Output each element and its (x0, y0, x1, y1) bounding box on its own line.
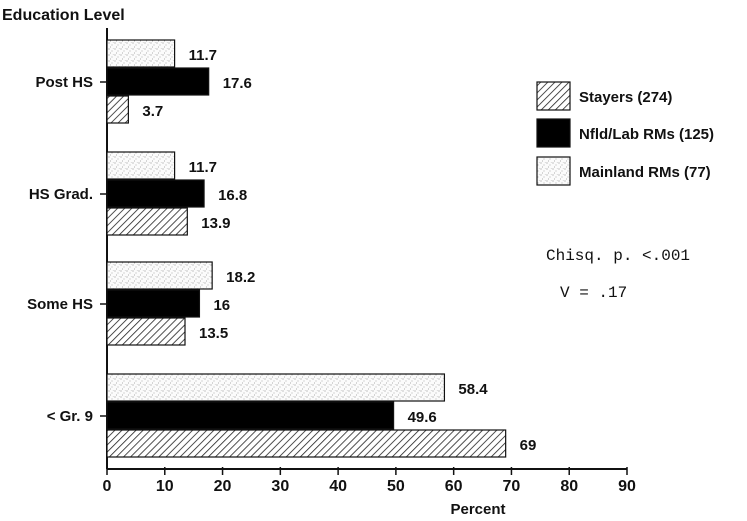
bar-mainland-rms-77-post-hs (106, 39, 176, 68)
bar-stayers-274-some-hs (106, 317, 186, 346)
x-tick-label-80: 80 (560, 478, 578, 495)
value-label-mainland-rms-77-post-hs: 11.7 (189, 47, 217, 64)
legend-swatch-mainland-rms-77 (536, 156, 571, 186)
bar-stayers-274-post-hs (106, 95, 129, 124)
bar-nfld-lab-rms-125-gr-9 (106, 401, 395, 430)
x-tick-label-70: 70 (503, 478, 521, 495)
bar-stayers-274-gr-9 (106, 429, 507, 458)
axes: 0 10 20 30 40 50 60 70 80 90 Post HS HS Grad. Some H… (27, 28, 636, 495)
legend-label-nfld-lab-rms-125: Nfld/Lab RMs (125) (579, 126, 714, 143)
bar-stayers-274-hs-grad (106, 207, 188, 236)
legend-label-stayers-274: Stayers (274) (579, 89, 672, 106)
x-tick-label-20: 20 (214, 478, 232, 495)
value-label-stayers-274-hs-grad: 13.9 (201, 215, 230, 232)
value-label-mainland-rms-77-some-hs: 18.2 (226, 269, 255, 286)
value-label-nfld-lab-rms-125-hs-grad: 16.8 (218, 187, 247, 204)
y-axis-title: Education Level (2, 7, 125, 24)
annotations: Chisq. p. <.001 V = .17 (546, 247, 690, 302)
x-tick-label-40: 40 (329, 478, 347, 495)
legend-swatch-nfld-lab-rms-125 (536, 118, 571, 148)
bars: 11.717.63.711.716.813.918.21613.558.449.… (106, 39, 537, 458)
category-label-some-hs: Some HS (27, 296, 93, 313)
value-label-nfld-lab-rms-125-post-hs: 17.6 (223, 75, 252, 92)
category-label-post-hs: Post HS (35, 74, 93, 91)
x-tick-label-10: 10 (156, 478, 174, 495)
legend-label-mainland-rms-77: Mainland RMs (77) (579, 164, 711, 181)
bar-nfld-lab-rms-125-post-hs (106, 67, 210, 96)
bar-mainland-rms-77-hs-grad (106, 151, 176, 180)
legend-swatch-stayers-274 (536, 81, 571, 111)
x-tick-label-0: 0 (103, 478, 112, 495)
x-tick-label-90: 90 (618, 478, 636, 495)
bar-mainland-rms-77-gr-9 (106, 373, 446, 402)
value-label-mainland-rms-77-gr-9: 58.4 (458, 381, 488, 398)
x-axis-title: Percent (450, 501, 505, 518)
value-label-stayers-274-some-hs: 13.5 (199, 325, 228, 342)
x-tick-label-50: 50 (387, 478, 405, 495)
bar-mainland-rms-77-some-hs (106, 261, 213, 290)
annotation-cramers-v: V = .17 (560, 284, 627, 302)
bar-nfld-lab-rms-125-hs-grad (106, 179, 205, 208)
x-tick-label-60: 60 (445, 478, 463, 495)
annotation-chisq: Chisq. p. <.001 (546, 247, 690, 265)
x-tick-label-30: 30 (271, 478, 289, 495)
bar-nfld-lab-rms-125-some-hs (106, 289, 201, 318)
category-label-hs-grad: HS Grad. (29, 186, 93, 203)
value-label-stayers-274-post-hs: 3.7 (142, 103, 163, 120)
category-label-gr-9: < Gr. 9 (47, 408, 93, 425)
value-label-stayers-274-gr-9: 69 (520, 437, 537, 454)
legend: Stayers (274) Nfld/Lab RMs (125) Mainland … (536, 81, 714, 186)
value-label-nfld-lab-rms-125-some-hs: 16 (213, 297, 230, 314)
value-label-nfld-lab-rms-125-gr-9: 49.6 (408, 409, 437, 426)
value-label-mainland-rms-77-hs-grad: 11.7 (189, 159, 217, 176)
